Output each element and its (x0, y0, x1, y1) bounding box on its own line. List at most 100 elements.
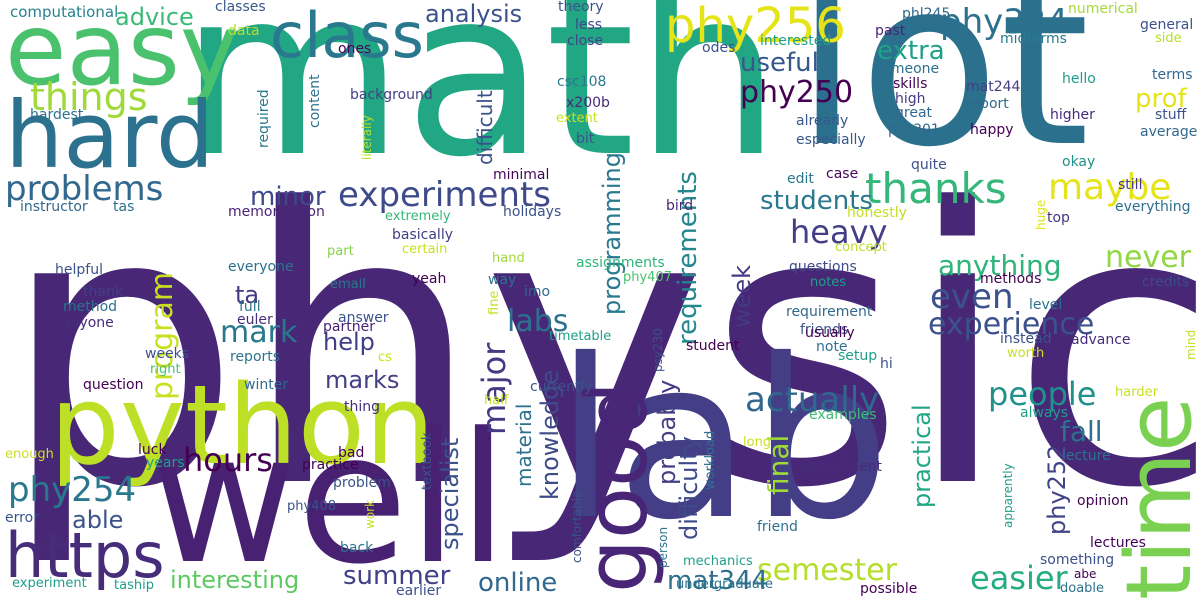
word-heavy: heavy (790, 213, 888, 251)
word-csc108: csc108 (557, 74, 607, 90)
word-luck: luck (138, 442, 167, 458)
word-online: online (478, 568, 558, 598)
word-numerical: numerical (1068, 1, 1138, 17)
word-top: top (1047, 210, 1070, 226)
word-fine: fine (487, 290, 502, 315)
word-experiment: experiment (12, 576, 87, 591)
word-great: great (895, 105, 933, 121)
word-even: even (930, 277, 1014, 317)
word-enough: enough (5, 447, 54, 462)
word-textbook: textbook (420, 432, 435, 490)
word-actually: actually (745, 380, 880, 420)
word-long: long (743, 435, 772, 450)
word-undergraduate: undergraduate (676, 577, 773, 592)
word-analysis: analysis (425, 0, 523, 28)
word-student: student (686, 338, 740, 354)
word-report: report (966, 96, 1009, 112)
word-apparently: apparently (1001, 463, 1015, 528)
word-minor: minor (250, 182, 326, 212)
word-difficult: difficult (473, 90, 497, 165)
word-part: part (327, 244, 354, 259)
word-material: material (512, 403, 536, 487)
word-hi: hi (880, 356, 893, 372)
word-setup: setup (838, 348, 878, 364)
word-class: class (270, 0, 424, 72)
word-credits: credits (1142, 274, 1190, 290)
word-data: data (228, 23, 260, 39)
word-hardest: hardest (30, 107, 84, 123)
word-lab: lab (555, 312, 891, 568)
word-practical: practical (908, 404, 936, 508)
word-theory: theory (558, 0, 604, 15)
word-help: help (323, 328, 375, 356)
word-extra: extra (877, 36, 945, 66)
word-problems: problems (5, 169, 164, 209)
word-psy230: psy230 (651, 328, 665, 372)
word-person: person (656, 526, 670, 568)
word-cs: cs (378, 350, 392, 365)
word-practice: practice (302, 457, 359, 473)
word-phy408: phy408 (287, 499, 336, 514)
word-high: high (895, 91, 926, 107)
word-terms: terms (1152, 67, 1193, 83)
word-program: program (145, 271, 180, 400)
word-half: half (484, 393, 509, 408)
word-usually: usually (805, 325, 855, 341)
word-currently: currently (530, 379, 593, 395)
word-experiments: experiments (338, 175, 551, 215)
word-lecture: lecture (1062, 448, 1111, 464)
word-students: students (760, 186, 873, 216)
word-advice: advice (115, 3, 194, 31)
word-problem: problem (333, 475, 391, 491)
word-programming: programming (598, 152, 626, 315)
word-friends: friends (800, 322, 849, 338)
word-odes: odes (702, 40, 736, 56)
word-anyone: anyone (62, 315, 114, 331)
word-required: required (256, 89, 272, 148)
word-someone: someone (875, 61, 940, 77)
word-everything: everything (1115, 199, 1191, 215)
word-case: case (826, 166, 859, 182)
word-lot: lot (795, 0, 1090, 198)
word-timetable: timetable (549, 329, 612, 344)
word-huge: huge (1034, 199, 1048, 230)
word-side: side (1155, 31, 1182, 46)
word-holidays: holidays (503, 204, 562, 220)
word-instructor: instructor (20, 199, 88, 215)
word-people: people (988, 375, 1097, 413)
word-skills: skills (893, 76, 928, 92)
word-anything: anything (938, 249, 1062, 282)
word-question: question (83, 377, 144, 393)
word-earlier: earlier (396, 583, 442, 599)
word-minimal: minimal (493, 167, 550, 183)
word-maybe: maybe (1048, 167, 1172, 208)
word-requirement: requirement (786, 304, 873, 320)
word-back: back (340, 540, 374, 556)
word-harder: harder (1115, 385, 1158, 400)
word-ps1301: ps1301 (888, 122, 940, 138)
word-average: average (1140, 124, 1198, 140)
word-general: general (1140, 17, 1194, 33)
word-answer: answer (338, 310, 389, 326)
word-physics: physics (0, 128, 1200, 571)
word-tas: tas (113, 199, 135, 215)
word-week: week (728, 264, 756, 328)
word-computational: computational (10, 3, 119, 21)
word-well: well (150, 395, 508, 600)
word-x200b: x200b (566, 95, 610, 111)
word-mind: mind (1184, 329, 1198, 360)
word-helpful: helpful (55, 262, 103, 278)
word-hard: hard (5, 82, 215, 189)
word-examples: examples (809, 407, 877, 423)
word-https: https (5, 519, 165, 592)
word-instead: instead (1000, 331, 1052, 347)
word-reports: reports (230, 349, 281, 365)
word-easier: easier (970, 559, 1068, 597)
word-summer: summer (343, 561, 451, 591)
word-never: never (1105, 240, 1192, 275)
word-taship: taship (114, 578, 154, 593)
word-weeks: weeks (145, 346, 190, 362)
word-phy254: phy254 (8, 470, 137, 510)
word-hours: hours (183, 441, 273, 479)
